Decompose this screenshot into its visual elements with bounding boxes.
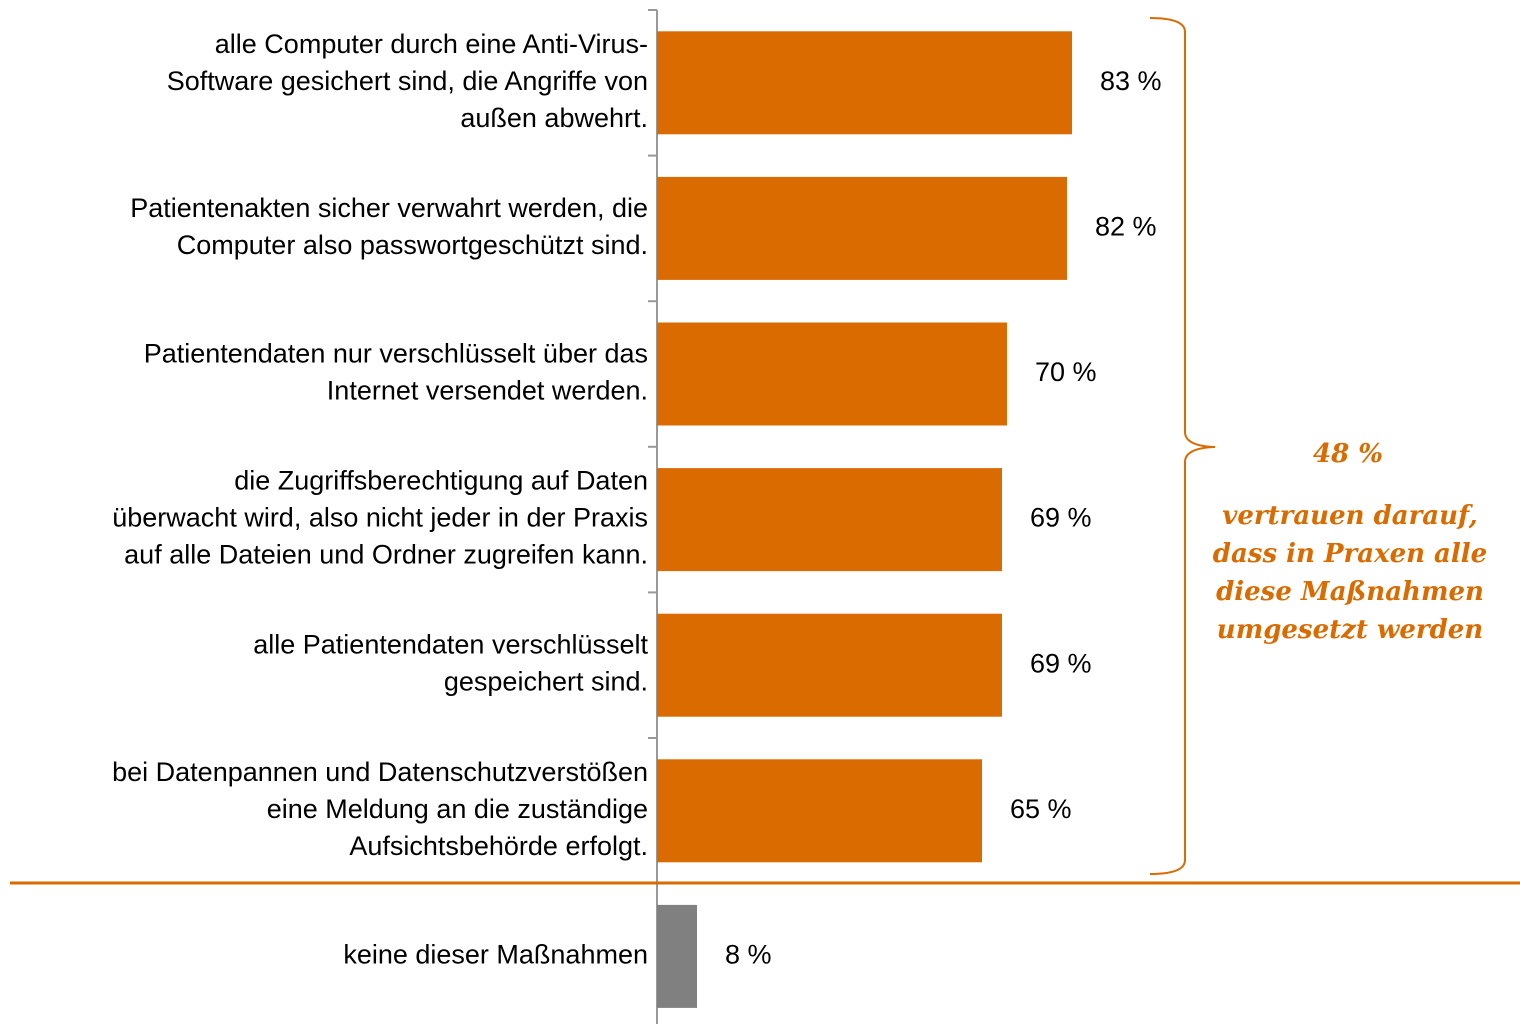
annotation-value: 48 %: [1313, 439, 1383, 469]
value-label: 69 %: [1030, 648, 1092, 678]
value-label: 69 %: [1030, 503, 1092, 533]
bar: [657, 176, 1067, 280]
bracket: [1149, 17, 1216, 875]
bar: [657, 904, 697, 1008]
bar: [657, 613, 1002, 717]
category-label: bei Datenpannen und Datenschutzverstößen…: [112, 757, 648, 861]
category-label: Patientenakten sicher verwahrt werden, d…: [130, 193, 648, 260]
value-label: 82 %: [1095, 212, 1157, 242]
category-label: die Zugriffsberechtigung auf Daten überwa…: [112, 466, 648, 570]
annotation-text: vertrauen darauf, dass in Praxen alle dies…: [1213, 501, 1487, 645]
value-label: 83 %: [1100, 66, 1162, 96]
category-label: alle Computer durch eine Anti-Virus-Soft…: [167, 29, 648, 133]
value-label: 8 %: [725, 940, 772, 970]
category-label: keine dieser Maßnahmen: [343, 940, 648, 970]
value-label: 70 %: [1035, 357, 1097, 387]
category-label: Patientendaten nur verschlüsselt über da…: [144, 339, 648, 406]
bar: [657, 759, 982, 863]
category-label: alle Patientendaten verschlüsselt gespeic…: [253, 630, 648, 697]
bar: [657, 468, 1002, 572]
value-label: 65 %: [1010, 794, 1072, 824]
bar: [657, 31, 1072, 135]
bar: [657, 322, 1007, 426]
